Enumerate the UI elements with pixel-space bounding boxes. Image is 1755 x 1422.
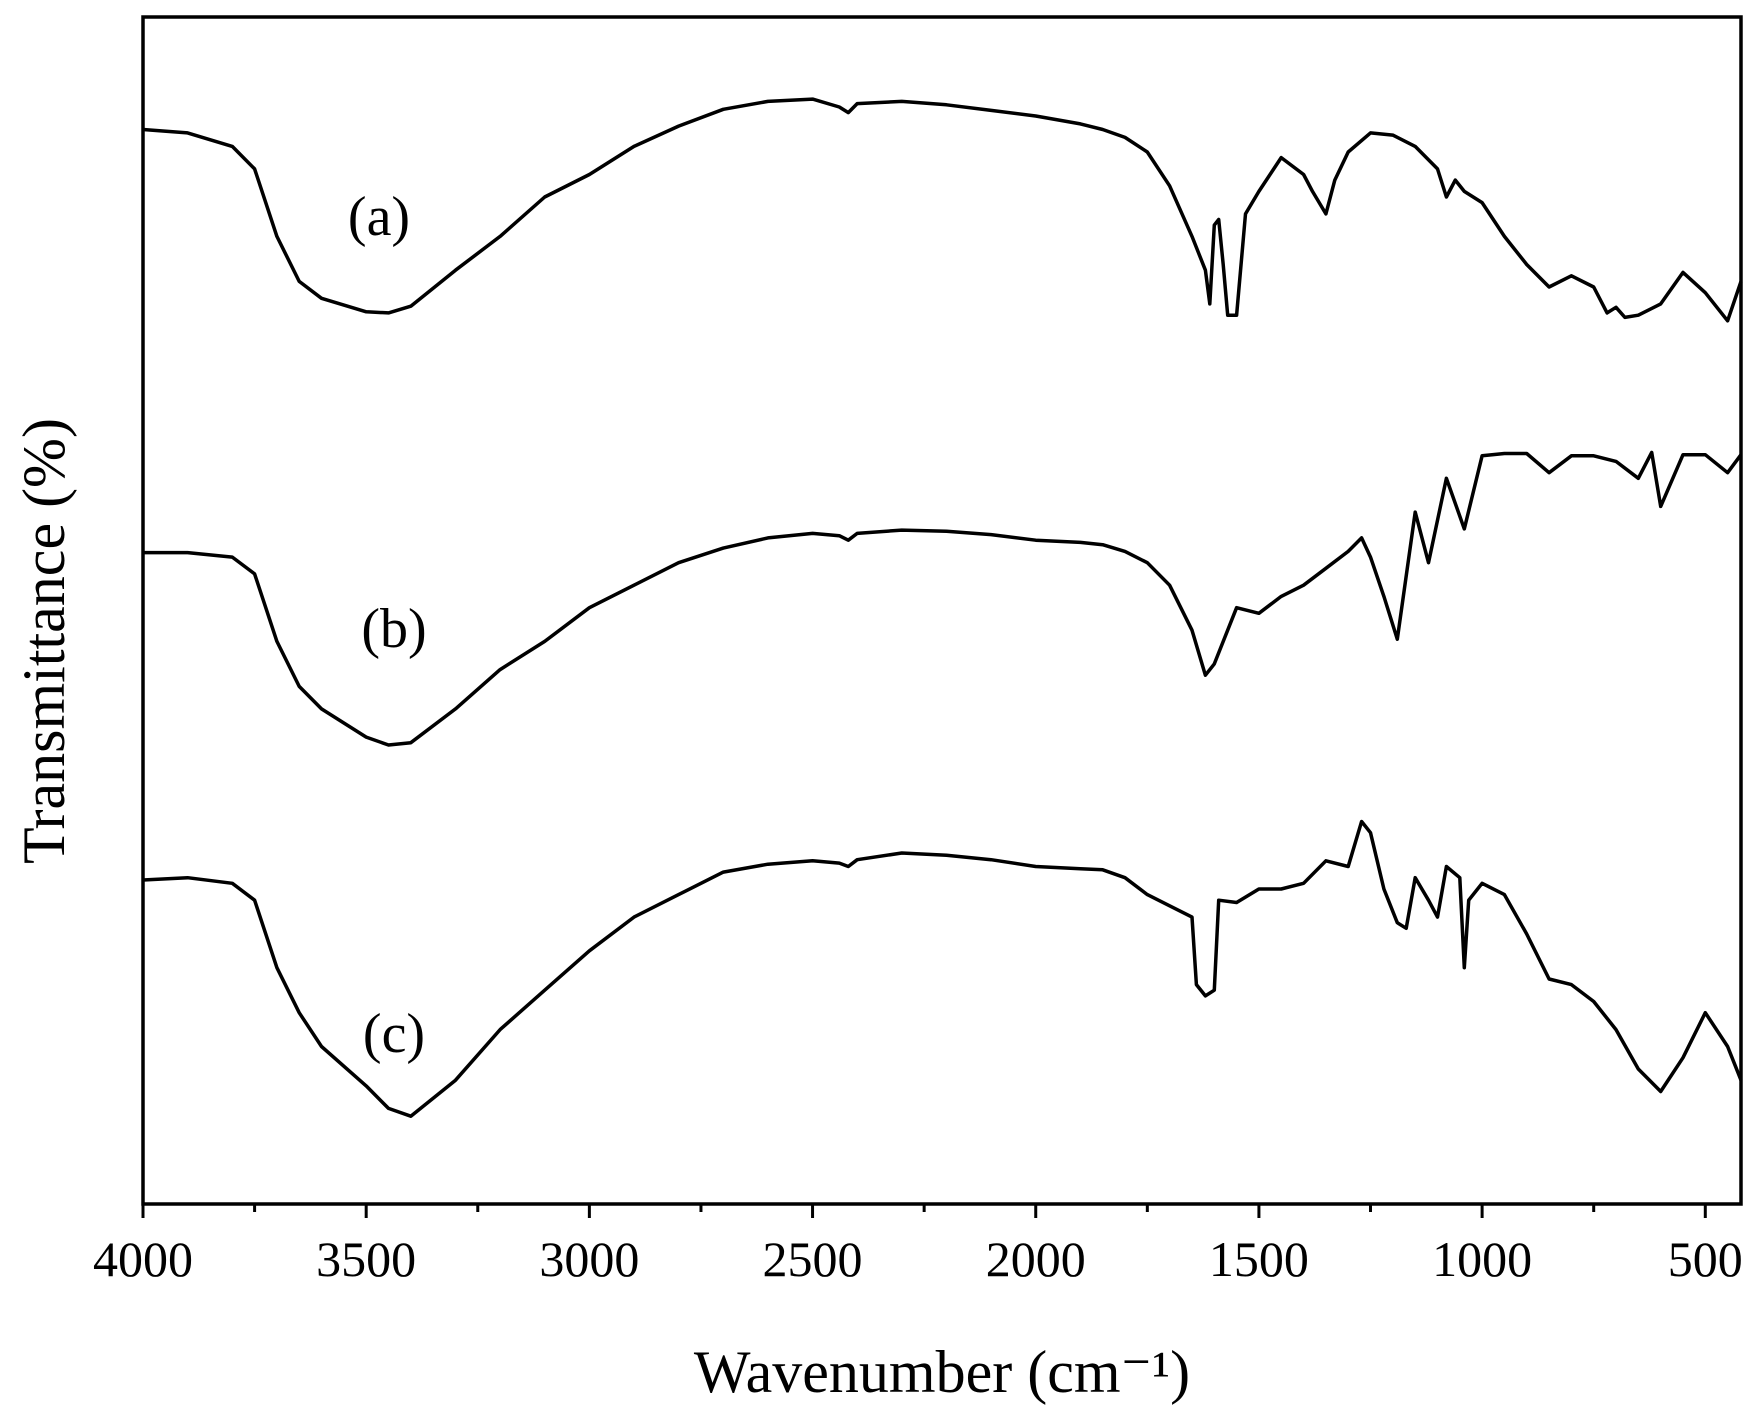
x-tick-label: 500	[1668, 1231, 1743, 1287]
y-axis-label: Transmittance (%)	[11, 418, 77, 864]
x-tick-label: 2500	[763, 1231, 863, 1287]
x-tick-label: 4000	[93, 1231, 193, 1287]
spectrum-line	[143, 450, 1743, 747]
x-tick-label: 1500	[1209, 1231, 1309, 1287]
curve-label: (c)	[363, 1003, 425, 1065]
x-tick-label: 3500	[316, 1231, 416, 1287]
x-axis-label: Wavenumber (cm⁻¹)	[694, 1339, 1190, 1405]
curve-label: (a)	[348, 186, 410, 248]
x-tick-label: 1000	[1432, 1231, 1532, 1287]
curve-label: (b)	[361, 598, 426, 660]
x-tick-label: 3000	[539, 1231, 639, 1287]
spectrum-line	[142, 819, 1743, 1118]
plot-frame	[141, 15, 1743, 1206]
x-tick-label: 2000	[986, 1231, 1086, 1287]
spectrum-line	[142, 97, 1743, 323]
